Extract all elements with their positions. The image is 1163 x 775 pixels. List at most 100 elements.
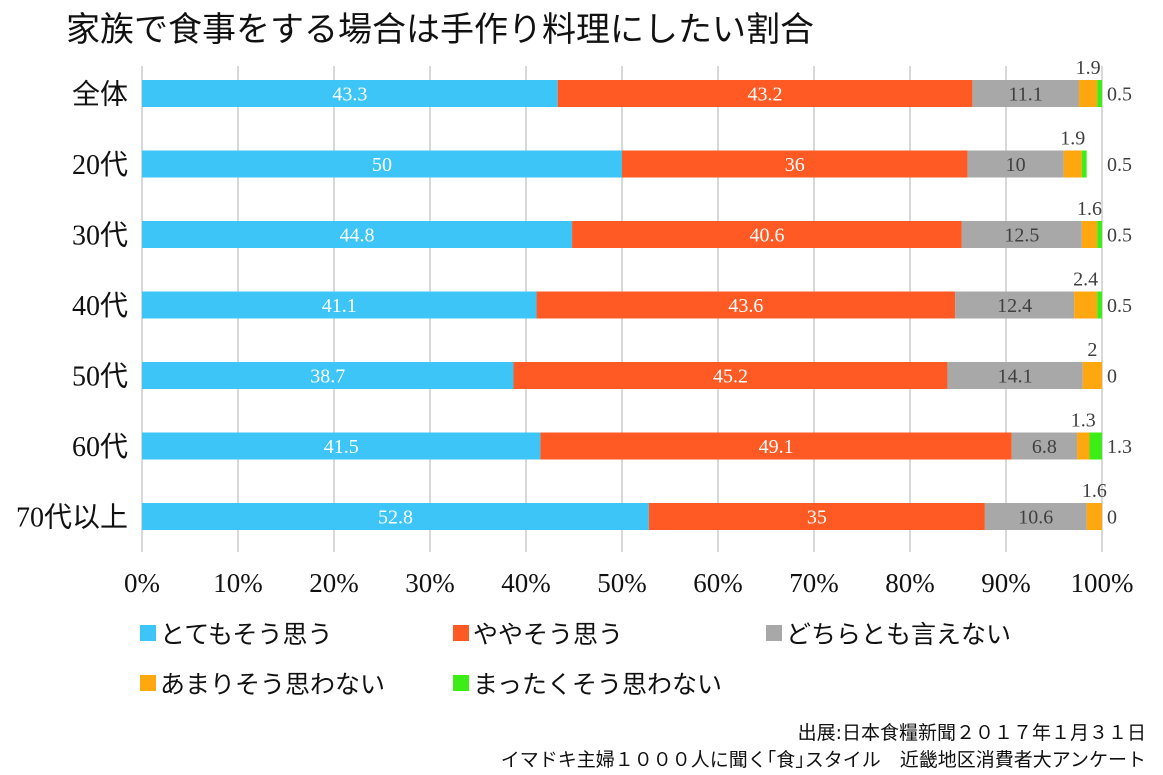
x-tick-label: 70%: [789, 568, 839, 598]
x-axis-ticks: 0% 10% 20% 30% 40% 50% 60% 70% 80% 90% 100%: [124, 568, 1134, 598]
bar-segment: [1081, 150, 1087, 178]
category-label: 全体: [72, 79, 128, 111]
data-label: 1.3: [1107, 436, 1132, 458]
data-label: 38.7: [310, 366, 345, 388]
data-label: 1.3: [1071, 410, 1096, 432]
bar-segment: [513, 362, 948, 389]
x-tick-label: 40%: [501, 568, 551, 598]
bar-segment: [961, 221, 1082, 248]
legend-label: とてもそう思う: [160, 620, 333, 649]
legend-swatch: [140, 675, 156, 691]
source-line-2: イマドキ主婦１０００人に聞く｢食｣スタイル 近畿地区消費者大アンケート: [500, 749, 1146, 771]
bar-segment: [142, 432, 541, 460]
chart-title: 家族で食事をする場合は手作り料理にしたい割合: [66, 10, 814, 50]
source-line-1: 出展:日本食糧新聞２０１７年１月３１日: [797, 722, 1146, 744]
bar-segment: [142, 150, 622, 178]
bar-segment: [622, 150, 968, 178]
bar-segment: [972, 80, 1079, 107]
data-label: 2: [1087, 339, 1097, 361]
data-label: 35: [807, 507, 827, 529]
category-labels: 全体 20代 30代 40代 50代 60代 70代以上: [16, 79, 128, 534]
data-label: 36: [785, 154, 805, 176]
x-tick-label: 100%: [1071, 568, 1134, 598]
x-tick-label: 80%: [885, 568, 935, 598]
bar-segment: [955, 291, 1075, 319]
category-label: 60代: [72, 431, 128, 463]
bar-segment: [1082, 362, 1102, 389]
legend-item: どちらとも言えない: [766, 615, 1011, 651]
bar-segment: [1081, 221, 1098, 248]
data-label: 2.4: [1073, 269, 1098, 291]
bar-segment: [1074, 291, 1098, 319]
x-tick-label: 30%: [405, 568, 455, 598]
bar-segment: [557, 80, 973, 107]
bar-segment: [1078, 80, 1098, 107]
stacked-bar-chart: 43.3 43.2 11.1 1.9 0.5 50 36 10 1.9 0.5 44.8 40.6 12…: [16, 57, 1134, 598]
data-label: 44.8: [340, 225, 375, 247]
bar-segment: [1097, 221, 1102, 248]
bar-segment: [536, 291, 956, 319]
data-label: 45.2: [713, 366, 748, 388]
x-tick-label: 60%: [693, 568, 743, 598]
bar-segment: [1097, 291, 1102, 319]
legend-item: まったくそう思わない: [453, 665, 722, 701]
data-label: 0: [1107, 507, 1117, 529]
data-label: 0.5: [1107, 295, 1132, 317]
legend-swatch: [766, 625, 782, 641]
bars: [142, 80, 1102, 530]
legend-item: とてもそう思う: [140, 615, 333, 651]
data-label: 1.6: [1077, 198, 1102, 220]
x-tick-label: 20%: [309, 568, 359, 598]
data-label: 0.5: [1107, 154, 1132, 176]
bar-segment: [142, 80, 558, 107]
bar-segment: [142, 362, 514, 389]
bar-segment: [142, 221, 573, 248]
legend-swatch: [453, 675, 469, 691]
x-tick-label: 0%: [124, 568, 160, 598]
data-label: 0.5: [1107, 84, 1132, 106]
bar-segment: [572, 221, 962, 248]
data-label: 6.8: [1032, 436, 1057, 458]
data-label: 43.3: [332, 84, 367, 106]
legend-item: ややそう思う: [453, 615, 623, 651]
bar-segment: [142, 503, 649, 530]
legend-item: あまりそう思わない: [140, 665, 385, 701]
x-tick-label: 10%: [213, 568, 263, 598]
data-labels: 43.3 43.2 11.1 1.9 0.5 50 36 10 1.9 0.5 44.8 40.6 12…: [310, 57, 1132, 529]
legend-swatch: [140, 625, 156, 641]
legend-swatch: [453, 625, 469, 641]
bar-segment: [1097, 80, 1102, 107]
category-label: 50代: [72, 361, 128, 393]
bar-segment: [1086, 503, 1102, 530]
bar-segment: [540, 432, 1012, 460]
data-label: 43.2: [748, 84, 783, 106]
bar-segment: [1077, 432, 1090, 460]
data-label: 10: [1006, 154, 1026, 176]
x-tick-label: 90%: [981, 568, 1031, 598]
data-label: 0.5: [1107, 225, 1132, 247]
legend-label: ややそう思う: [473, 620, 624, 649]
category-label: 30代: [72, 220, 128, 252]
bar-segment: [1063, 150, 1082, 178]
data-label: 41.5: [324, 436, 359, 458]
bar-segment: [1089, 432, 1102, 460]
legend-label: あまりそう思わない: [160, 670, 386, 699]
bar-segment: [142, 291, 537, 319]
data-label: 49.1: [759, 436, 794, 458]
legend-label: どちらとも言えない: [786, 620, 1012, 649]
bar-segment: [648, 503, 985, 530]
legend: とてもそう思う ややそう思う どちらとも言えない あまりそう思わない まったくそ…: [140, 615, 1140, 705]
data-label: 14.1: [998, 366, 1033, 388]
bar-segment: [1011, 432, 1078, 460]
data-label: 0: [1107, 366, 1117, 388]
data-label: 12.4: [997, 295, 1032, 317]
data-label: 10.6: [1018, 507, 1053, 529]
data-label: 40.6: [749, 225, 784, 247]
legend-label: まったくそう思わない: [473, 670, 723, 699]
bar-segment: [984, 503, 1087, 530]
category-label: 20代: [72, 149, 128, 181]
data-label: 12.5: [1004, 225, 1039, 247]
data-label: 1.6: [1082, 480, 1107, 502]
category-label: 40代: [72, 290, 128, 322]
data-label: 52.8: [378, 507, 413, 529]
